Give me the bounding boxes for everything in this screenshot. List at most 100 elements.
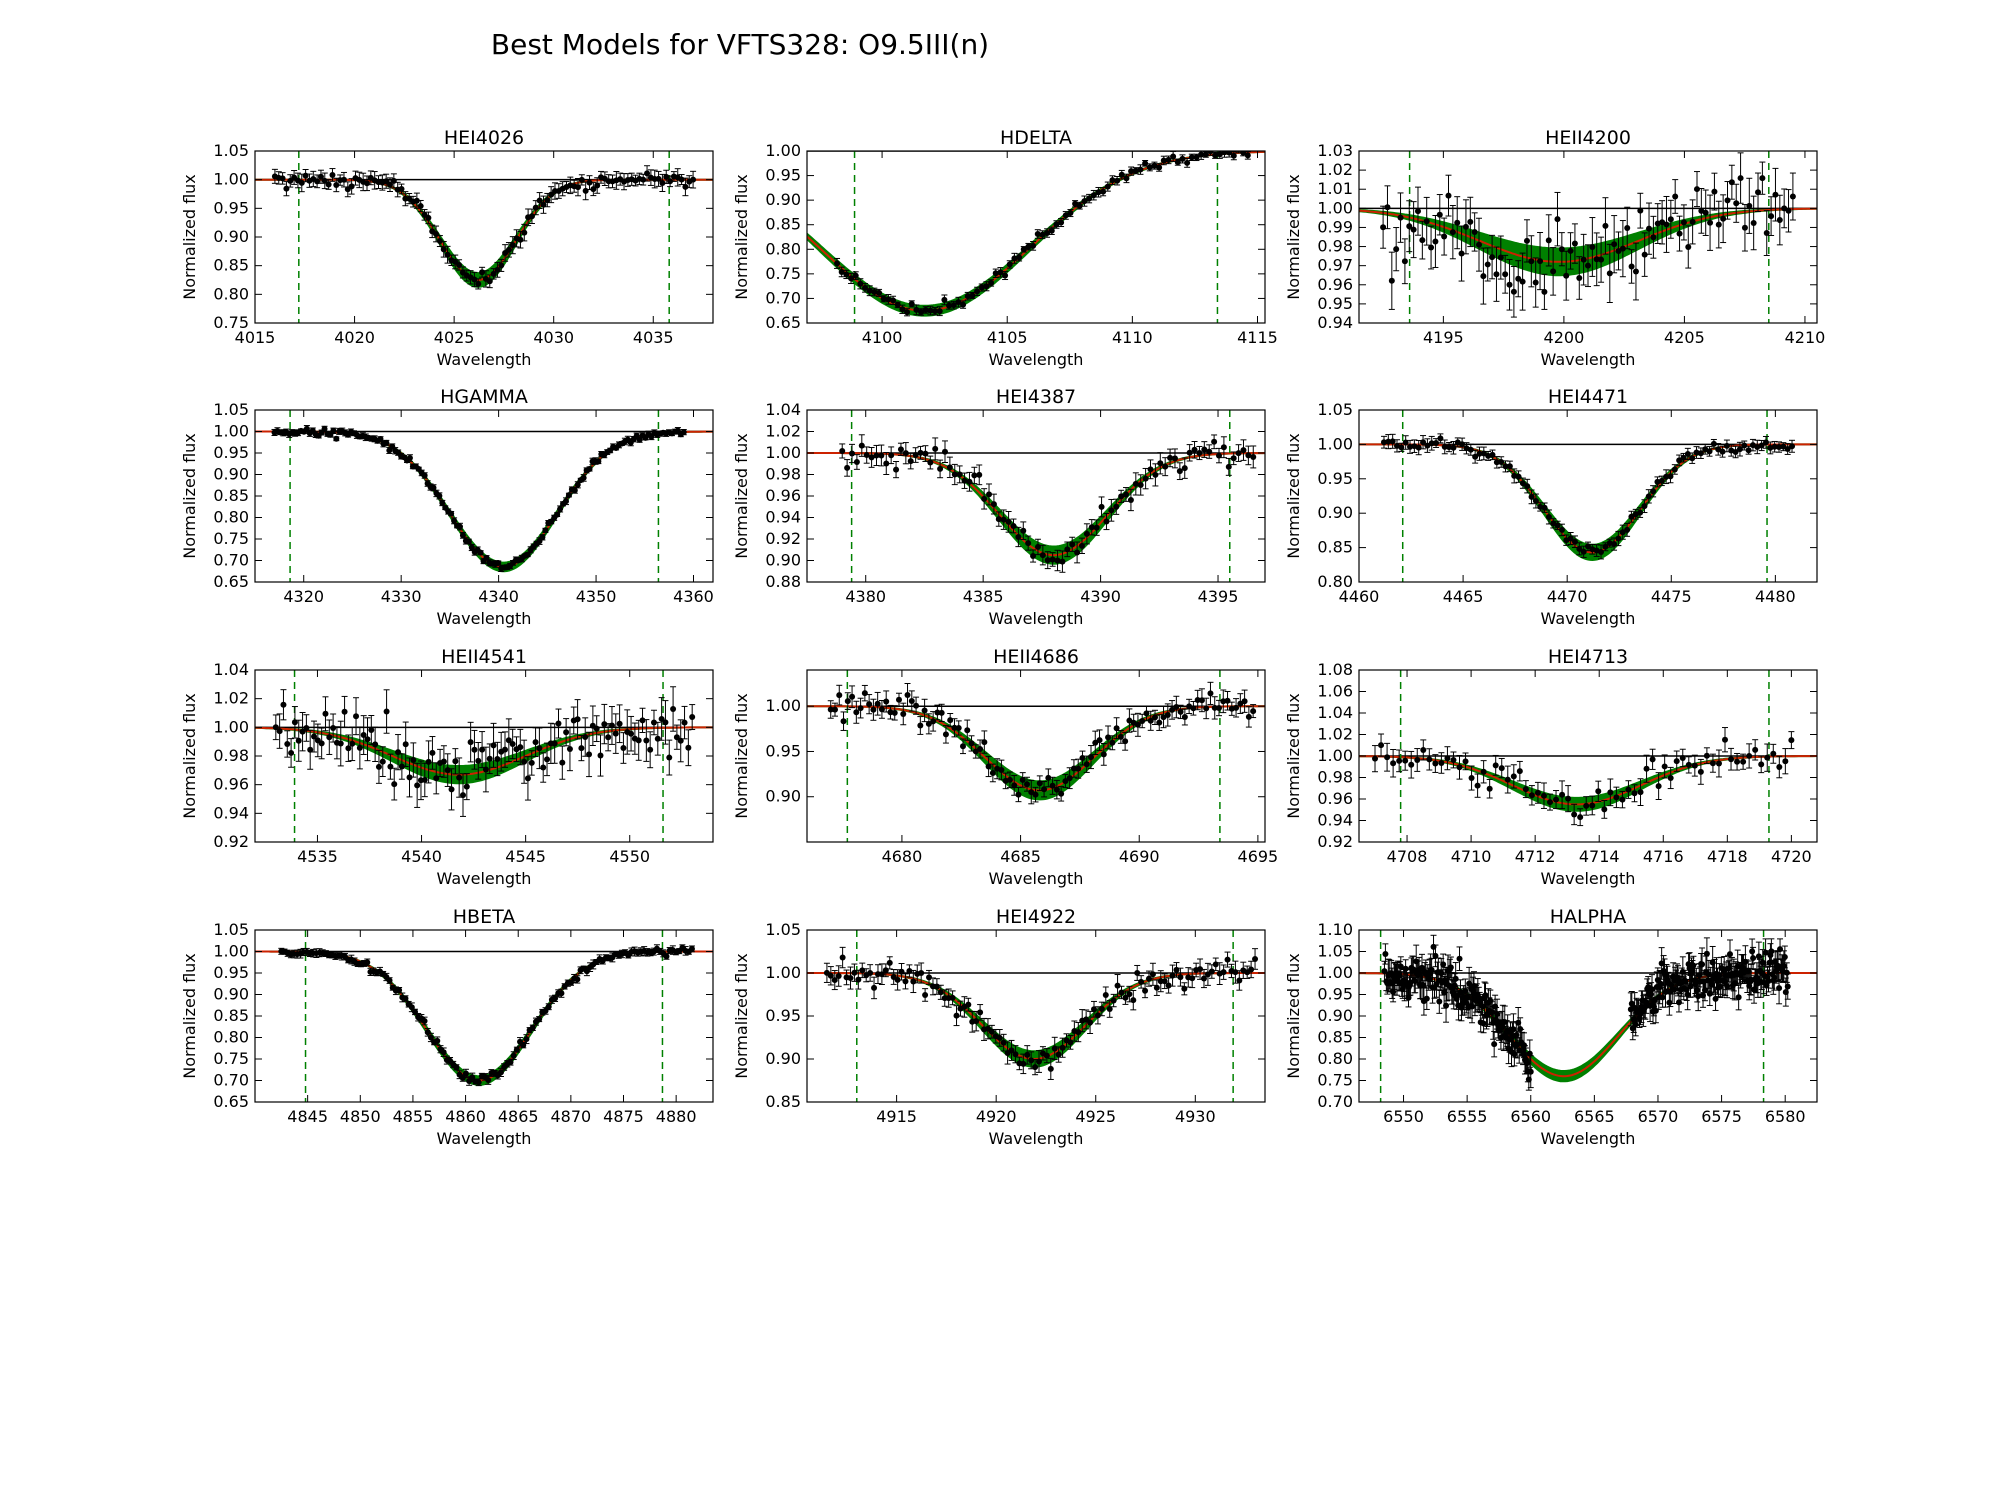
data-point [1091, 1006, 1098, 1013]
data-point [1565, 795, 1572, 802]
panel-hei4713: 4708 4710 4712 4714 4716 4718 4720 0.92 0.94 0.96… [1284, 646, 1818, 888]
data-point [1771, 443, 1778, 450]
data-point [311, 733, 318, 740]
data-point [1384, 204, 1391, 211]
data-point [1519, 278, 1526, 285]
x-tick-label: 4205 [1664, 328, 1705, 347]
data-point [1134, 969, 1141, 976]
model-envelope [255, 430, 713, 573]
data-point [1064, 546, 1071, 553]
data-point [562, 498, 569, 505]
data-point [272, 724, 279, 731]
data-point [1126, 991, 1133, 998]
data-point [1789, 443, 1796, 450]
data-point [1658, 477, 1665, 484]
data-point [639, 717, 646, 724]
data-point [844, 464, 851, 471]
data-point [1030, 553, 1037, 560]
best-model-line [807, 705, 1265, 792]
data-point [1663, 221, 1670, 228]
data-point [655, 175, 662, 182]
data-point [1165, 982, 1172, 989]
y-tick-label: 0.97 [1317, 256, 1353, 275]
data-point [1624, 526, 1631, 533]
data-point [1637, 789, 1644, 796]
data-point [1049, 782, 1056, 789]
data-point [1081, 198, 1088, 205]
data-point [844, 698, 851, 705]
data-point [988, 279, 995, 286]
x-tick-label: 4360 [673, 587, 714, 606]
data-point [532, 739, 539, 746]
data-point [1474, 782, 1481, 789]
data-point [874, 700, 881, 707]
data-point [1216, 705, 1223, 712]
data-point [475, 1079, 482, 1086]
data-point [1109, 739, 1116, 746]
data-point [1225, 463, 1232, 470]
data-point [322, 710, 329, 717]
data-point [348, 183, 355, 190]
data-point [1486, 785, 1493, 792]
y-tick-label: 0.75 [765, 264, 801, 283]
data-point [1585, 262, 1591, 269]
data-point [1070, 765, 1077, 772]
y-axis-label: Normalized flux [1284, 693, 1303, 819]
data-point [1233, 704, 1240, 711]
data-point [413, 197, 420, 204]
data-point [1528, 792, 1535, 799]
data-point [477, 549, 484, 556]
data-point [387, 181, 394, 188]
data-point [463, 783, 470, 790]
data-point [992, 270, 999, 277]
data-point [539, 534, 546, 541]
data-point [1109, 177, 1116, 184]
data-point [1746, 202, 1753, 209]
data-point [467, 739, 474, 746]
panel-hei4471: 4460 4465 4470 4475 4480 0.80 0.85 0.90 0.95 1.00… [1284, 386, 1818, 628]
data-point [959, 743, 966, 750]
data-point [851, 969, 858, 976]
data-point [1775, 444, 1782, 451]
data-point [1667, 774, 1674, 781]
data-point [448, 510, 455, 517]
data-point [1100, 751, 1107, 758]
data-point [932, 308, 939, 315]
data-point [544, 756, 551, 763]
data-point [545, 1003, 552, 1010]
data-point [580, 474, 587, 481]
data-point [1074, 549, 1081, 556]
data-point [372, 741, 379, 748]
y-tick-label: 0.92 [213, 832, 249, 851]
y-tick-label: 1.00 [765, 443, 801, 462]
panel-hei4387: 4380 4385 4390 4395 0.88 0.90 0.92 0.94 0.96 0.98… [732, 386, 1266, 628]
data-point [434, 1037, 441, 1044]
data-point [1740, 758, 1747, 765]
data-point [1663, 473, 1670, 480]
data-point [1402, 439, 1409, 446]
data-point [1719, 448, 1726, 455]
data-point [1220, 444, 1227, 451]
data-point [667, 178, 674, 185]
model-envelope [255, 726, 713, 785]
x-tick-label: 4025 [434, 328, 475, 347]
data-point [1036, 1058, 1043, 1065]
data-point [981, 739, 988, 746]
data-point [1190, 705, 1197, 712]
data-point [1078, 542, 1085, 549]
data-point [502, 746, 509, 753]
data-point [1110, 997, 1117, 1004]
y-tick-label: 0.90 [765, 787, 801, 806]
data-point [444, 251, 451, 258]
data-point [1414, 208, 1421, 215]
data-point [1589, 802, 1596, 809]
data-point [1667, 473, 1674, 480]
data-point [927, 307, 934, 314]
data-point [1044, 557, 1051, 564]
data-point [1541, 288, 1548, 295]
data-point [1449, 229, 1456, 236]
data-point [1611, 241, 1618, 248]
data-point [1450, 756, 1457, 763]
data-point [971, 472, 978, 479]
data-point [1058, 790, 1065, 797]
